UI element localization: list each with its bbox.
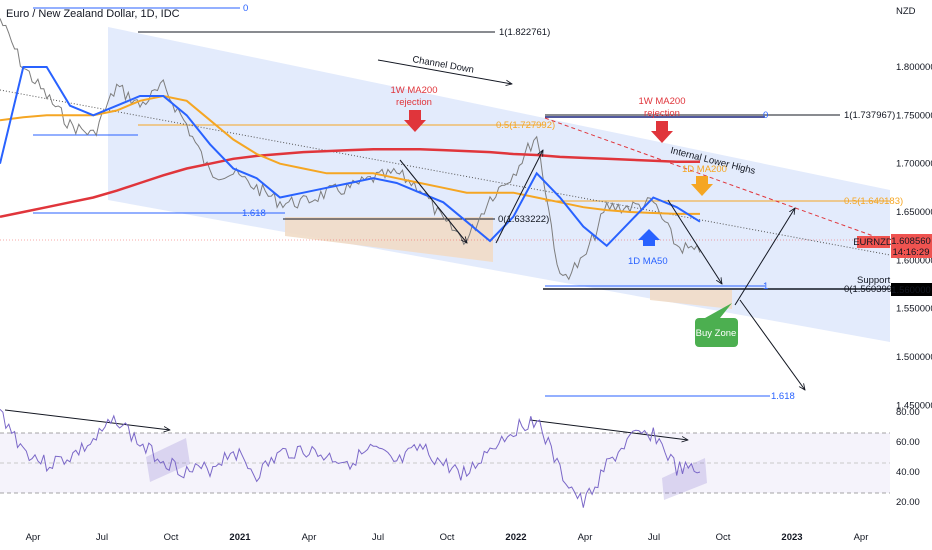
buy-zone-pointer (705, 303, 732, 318)
ma200-w-left-label-2: rejection (396, 97, 432, 108)
price-tick-label: 1.550000 (896, 304, 932, 315)
arrow-up-2 (734, 208, 795, 306)
lower-highs-line (544, 117, 891, 243)
time-tick-label: 2022 (505, 532, 526, 543)
price-tick-label: 1.600000 (896, 255, 932, 266)
rsi-channel-right (662, 458, 707, 500)
orange-arrow (691, 176, 713, 196)
support-price-label: 1.560000 (891, 285, 931, 296)
right-fib-zero-label: 0 (763, 110, 768, 121)
right-fib-half-label: 0.5(1.649183) (844, 196, 903, 207)
rsi-divergence-right (529, 419, 688, 440)
price-tick-label: 1.650000 (896, 207, 932, 218)
buy-zone-label: Buy Zone (696, 328, 737, 339)
time-tick-label: Oct (716, 532, 731, 543)
buy-zone-box (695, 318, 738, 347)
price-line (0, 18, 701, 281)
arrow-down-1 (399, 159, 467, 243)
left-fib-zerob-label: 0(1.633222) (498, 214, 549, 225)
arrow-up-1 (495, 150, 543, 244)
support-label: Support (857, 275, 891, 286)
price-tick-label: 1.500000 (896, 352, 932, 363)
right-buy-zone (650, 290, 732, 309)
support-badge (891, 283, 932, 296)
ma200-w-left-label-1: 1W MA200 (391, 85, 438, 96)
symbol-badge (857, 236, 890, 248)
rsi-axis[interactable]: 80.00 60.00 40.00 20.00 (896, 407, 920, 508)
left-fib-zero-label: 0 (243, 3, 248, 14)
left-fib-half-label: 0.5(1.727992) (496, 120, 555, 131)
red-arrow-right (651, 121, 673, 143)
arrow-down-3 (739, 299, 805, 390)
time-tick-label: Apr (578, 532, 593, 543)
rsi-line (0, 408, 701, 508)
rsi-tick-label: 60.00 (896, 437, 920, 448)
ma50-1d-line (0, 66, 701, 248)
mid-trend-line (0, 89, 891, 256)
price-axis[interactable]: 1.800000 1.750000 1.700000 1.650000 1.600000… (896, 62, 932, 411)
last-price-badge (891, 234, 932, 258)
time-axis[interactable]: Apr Jul Oct 2021 Apr Jul Oct 2022 Apr Jul Oct 2023 A… (26, 532, 869, 543)
red-arrow-left (404, 110, 426, 132)
price-tick-label: 1.750000 (896, 110, 932, 121)
time-tick-label: Jul (372, 532, 384, 543)
countdown-label: 14:16:29 (893, 247, 930, 258)
last-price-label: 1.608560 (891, 236, 931, 247)
price-tick-label: 1.450000 (896, 400, 932, 411)
rsi-tick-label: 40.00 (896, 467, 920, 478)
ma200-w-right-label-2: rejection (644, 108, 680, 119)
ma200-1d-line (0, 94, 700, 215)
rsi-channel-left (146, 438, 190, 482)
chart-title: Euro / New Zealand Dollar, 1D, IDC (6, 8, 180, 20)
price-tick-label: 1.800000 (896, 62, 932, 73)
left-support-zone (285, 217, 493, 262)
time-tick-label: Jul (648, 532, 660, 543)
channel-down-arrow (377, 59, 512, 84)
rsi-tick-label: 20.00 (896, 497, 920, 508)
time-tick-label: 2021 (229, 532, 251, 543)
time-tick-label: Apr (302, 532, 317, 543)
channel-down-label: Channel Down (411, 54, 474, 76)
ma200-1w-line (0, 147, 700, 219)
channel-down-band (108, 27, 890, 342)
ma50-d-label: 1D MA50 (628, 256, 668, 267)
symbol-badge-label: EURNZD (853, 237, 893, 248)
blue-arrow (638, 229, 660, 246)
time-tick-label: Apr (854, 532, 869, 543)
time-tick-label: Oct (440, 532, 455, 543)
rsi-tick-label: 80.00 (896, 407, 920, 418)
time-tick-label: Oct (164, 532, 179, 543)
left-fib-one-label: 1(1.822761) (499, 27, 550, 38)
time-tick-label: Jul (96, 532, 108, 543)
time-tick-label: 2023 (781, 532, 802, 543)
price-tick-label: 1.700000 (896, 159, 932, 170)
rsi-divergence-left (4, 409, 170, 430)
arrow-down-2 (667, 199, 722, 284)
ma200-d-label: 1D MA200 (682, 164, 727, 175)
right-fib-ext-label: 1.618 (771, 391, 795, 402)
right-fib-zerob-label: 0(1.560399) (844, 284, 895, 295)
right-fib-oneb-label: 1 (763, 281, 768, 292)
time-tick-label: Apr (26, 532, 41, 543)
left-fib-ext-label: 1.618 (242, 208, 266, 219)
currency-label: NZD (896, 6, 916, 17)
right-fib-one-label: 1(1.737967) (844, 110, 895, 121)
ma200-w-right-label-1: 1W MA200 (639, 96, 686, 107)
